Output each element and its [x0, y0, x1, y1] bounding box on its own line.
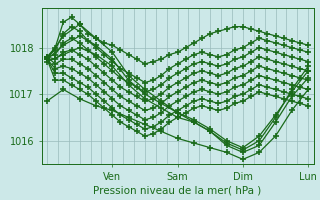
X-axis label: Pression niveau de la mer( hPa ): Pression niveau de la mer( hPa ) — [93, 186, 262, 196]
